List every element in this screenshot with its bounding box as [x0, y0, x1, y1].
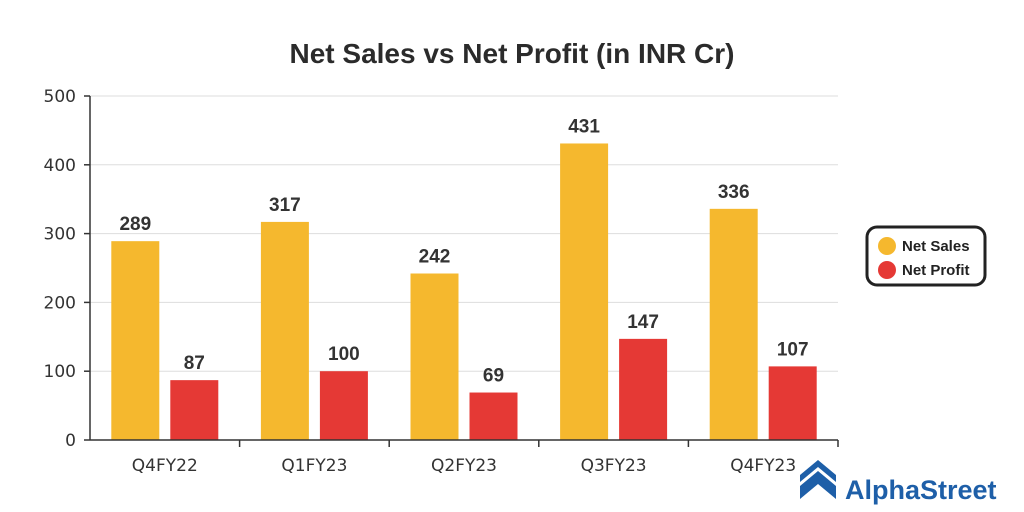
- x-category-label: Q1FY23: [281, 456, 347, 476]
- data-label-net-sales: 336: [718, 182, 750, 203]
- legend-label-net-sales: Net Sales: [902, 238, 970, 255]
- bar-net-profit: [469, 392, 518, 440]
- y-tick-label: 100: [44, 362, 76, 382]
- chart-title: Net Sales vs Net Profit (in INR Cr): [290, 38, 735, 69]
- legend-box: [865, 225, 987, 287]
- legend-swatch-net-profit: [878, 261, 896, 279]
- legend: Net Sales Net Profit: [865, 225, 987, 287]
- data-label-net-sales: 431: [568, 116, 600, 137]
- brand-logo: AlphaStreet: [800, 460, 997, 505]
- y-axis-ticks: 0 100 200 300 400 500: [44, 87, 90, 451]
- y-tick-label: 200: [44, 293, 76, 313]
- y-tick-label: 500: [44, 87, 76, 107]
- bar-net-sales: [111, 241, 160, 440]
- data-label-net-profit: 107: [777, 339, 809, 360]
- brand-name: AlphaStreet: [845, 475, 997, 505]
- bars: 289 87 317 100 242 69 431 147 336 107: [111, 116, 817, 441]
- bar-net-profit: [170, 380, 219, 440]
- data-label-net-profit: 147: [627, 312, 659, 333]
- x-category-label: Q2FY23: [431, 456, 497, 476]
- bar-net-sales: [260, 221, 309, 440]
- bar-net-profit: [319, 371, 368, 440]
- bar-net-profit: [619, 338, 668, 440]
- legend-label-net-profit: Net Profit: [902, 262, 970, 279]
- data-label-net-profit: 87: [184, 353, 205, 374]
- bar-net-profit: [768, 366, 817, 440]
- alphastreet-logo-icon: [800, 460, 836, 499]
- x-axis-categories: Q4FY22 Q1FY23 Q2FY23 Q3FY23 Q4FY23: [132, 440, 839, 476]
- data-label-net-sales: 289: [119, 214, 151, 235]
- y-tick-label: 300: [44, 225, 76, 245]
- bar-net-sales: [709, 208, 758, 440]
- y-tick-label: 400: [44, 156, 76, 176]
- data-label-net-sales: 242: [419, 247, 451, 268]
- y-tick-label: 0: [65, 431, 76, 451]
- x-category-label: Q4FY23: [730, 456, 796, 476]
- bar-net-sales: [560, 143, 609, 441]
- bar-net-sales: [410, 273, 459, 440]
- x-category-label: Q3FY23: [581, 456, 647, 476]
- legend-swatch-net-sales: [878, 237, 896, 255]
- data-label-net-sales: 317: [269, 195, 301, 216]
- data-label-net-profit: 100: [328, 344, 360, 365]
- x-category-label: Q4FY22: [132, 456, 198, 476]
- data-label-net-profit: 69: [483, 366, 504, 387]
